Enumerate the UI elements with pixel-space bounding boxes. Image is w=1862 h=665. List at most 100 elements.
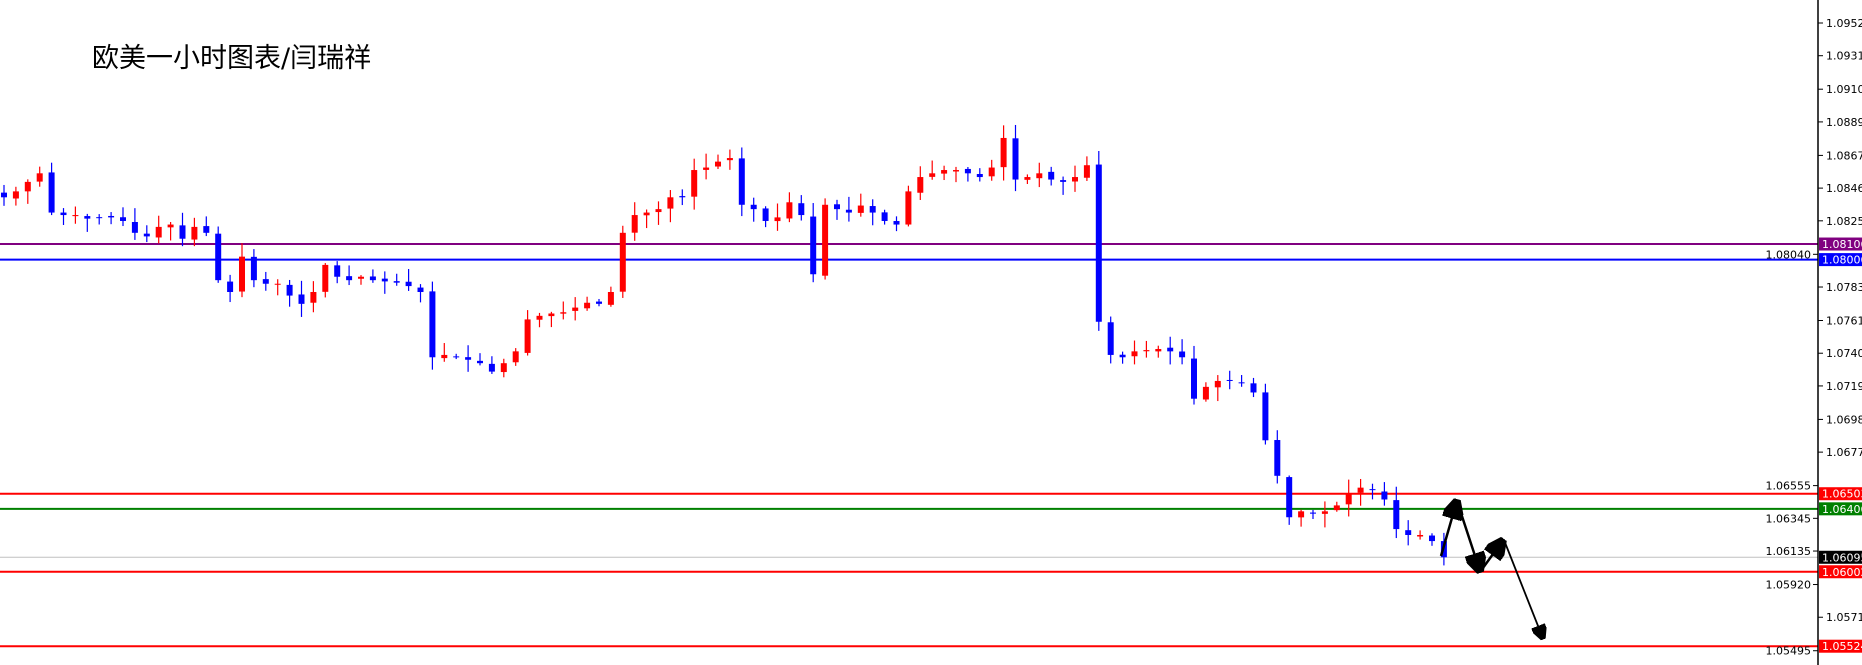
y-tick-label: 1.08040 [1766,248,1812,261]
candle-body [167,224,174,228]
candle [453,353,460,360]
candle [429,281,436,370]
candle-body [417,287,424,293]
arrow-down-1 [1455,500,1479,568]
candle [560,301,567,320]
candle-body [1202,386,1209,400]
candle [845,196,852,222]
candle-body [893,221,900,225]
candle [941,165,948,181]
candle-body [1417,534,1424,537]
candle-body [274,283,281,285]
candle [167,222,174,241]
candle [108,212,115,225]
candle-body [596,301,602,304]
candle [1048,166,1055,186]
candle-body [881,212,888,221]
price-level-badge [1819,565,1862,579]
candle-body [108,215,115,218]
candle [262,271,269,291]
candle-body [1333,505,1340,511]
price-level-label: 1.05524 [1822,640,1862,653]
candle-body [964,168,971,174]
candle-body [1226,379,1233,381]
candle [393,273,400,286]
candle [48,162,55,216]
candle [774,203,781,231]
candle-body [1262,392,1269,441]
candle-body [334,265,341,277]
candle-body [441,354,448,359]
candle-body [1369,489,1376,491]
candle [1060,176,1067,195]
candles [1,124,1447,566]
price-level-badge [1819,502,1862,516]
price-axis: 1.09525 1.09315 1.09100 1.08890 1.08675 1.084… [1766,17,1862,658]
candle-body [1024,177,1031,180]
candle [738,147,745,217]
candle [1072,165,1078,192]
candle [203,216,210,237]
candle-body [1131,351,1138,357]
candle [536,312,543,328]
candle-body [1393,500,1400,530]
candle-body [1119,354,1126,358]
y-tick-label: 1.08890 [1826,116,1862,129]
candle [1393,486,1400,539]
y-tick-label: 1.06980 [1826,413,1862,426]
candle [1429,533,1435,546]
candle [1107,316,1114,364]
candle [917,166,924,200]
y-tick-label: 1.08675 [1826,149,1862,162]
arrow-up-2 [1478,543,1501,573]
candle [798,195,805,221]
candle-body [36,173,43,182]
candle-body [1345,493,1352,505]
y-tick-label: 1.06770 [1826,446,1862,459]
candle-body [917,177,924,193]
candle-body [369,276,376,281]
candle-body [1,192,7,198]
candle-body [1083,165,1090,178]
candle-body [607,292,614,305]
candle [584,296,591,311]
candle-body [155,226,162,238]
candle-body [346,276,353,281]
candle [596,298,602,307]
candle-body [84,216,91,219]
candle [1369,483,1376,500]
candle-body [1381,491,1388,500]
y-tick-label: 1.06555 [1766,480,1812,493]
candle-body [679,196,686,198]
candle [607,286,614,307]
y-tick-label: 1.08465 [1826,182,1862,195]
candle [1036,162,1043,188]
candle-body [631,215,638,233]
candle-body [584,302,591,309]
arrow-up-1 [1439,504,1456,557]
candle-body [572,307,579,311]
candle [810,203,817,283]
candle-body [715,161,721,167]
y-tick-label: 1.06135 [1766,545,1812,558]
candle-body [1000,137,1007,168]
candle-body [738,158,745,205]
candle [488,356,495,374]
candle-body [548,313,555,317]
candle-body [619,232,626,292]
candle-body [310,292,317,303]
candle-body [453,356,460,358]
candle-body [1286,477,1293,518]
candle [929,160,936,180]
candle [643,209,650,229]
candle-body [393,281,400,283]
candle-body [1072,177,1078,182]
price-level-badge [1819,550,1862,564]
candle-body [857,205,864,213]
candle [715,154,721,170]
candle [369,269,376,283]
candle-body [298,294,305,304]
candle [334,261,341,284]
candle-body [1036,173,1043,179]
